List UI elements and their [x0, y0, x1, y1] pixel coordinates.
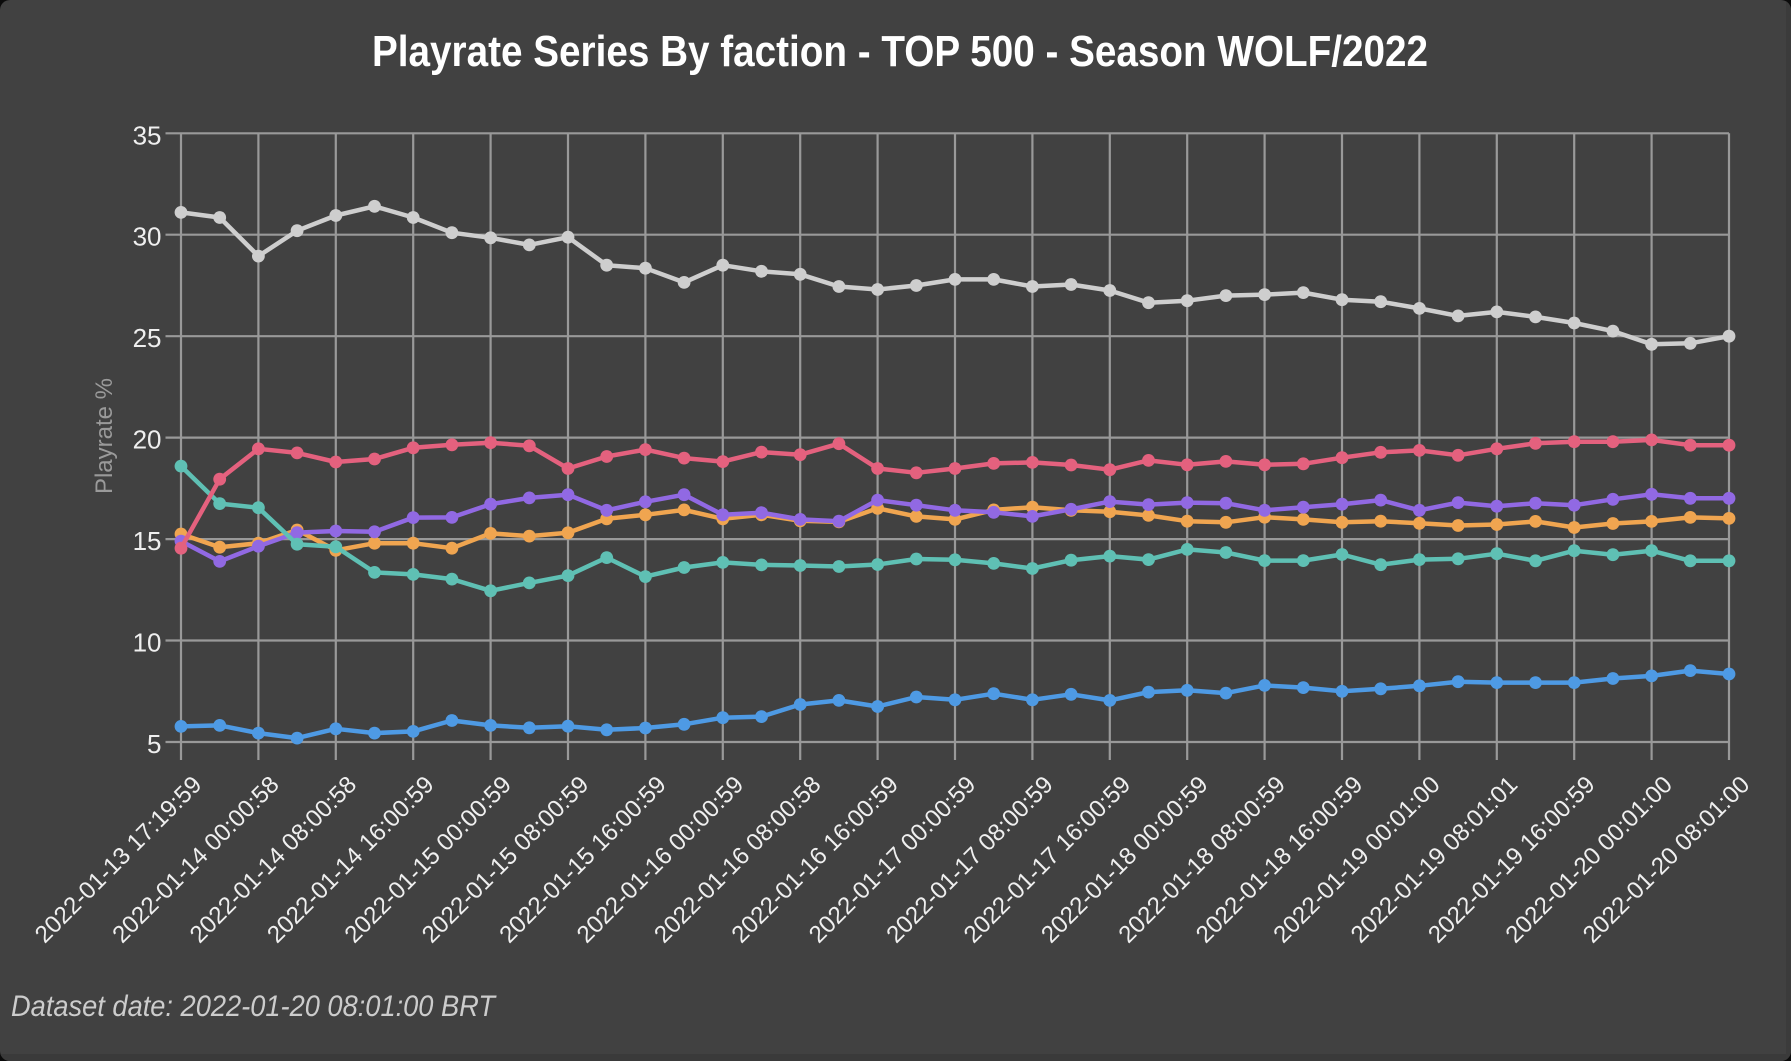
svg-text:25: 25 [133, 323, 162, 353]
svg-text:20: 20 [133, 425, 162, 455]
svg-text:5: 5 [147, 729, 161, 759]
svg-text:35: 35 [133, 120, 162, 150]
svg-text:15: 15 [133, 526, 162, 556]
svg-text:30: 30 [133, 222, 162, 252]
svg-text:Playrate Series By faction - T: Playrate Series By faction - TOP 500 - S… [372, 27, 1428, 76]
svg-text:Playrate %: Playrate % [91, 378, 118, 494]
svg-text:10: 10 [133, 628, 162, 658]
svg-text:Dataset date: 2022-01-20 08:01: Dataset date: 2022-01-20 08:01:00 BRT [11, 990, 497, 1023]
